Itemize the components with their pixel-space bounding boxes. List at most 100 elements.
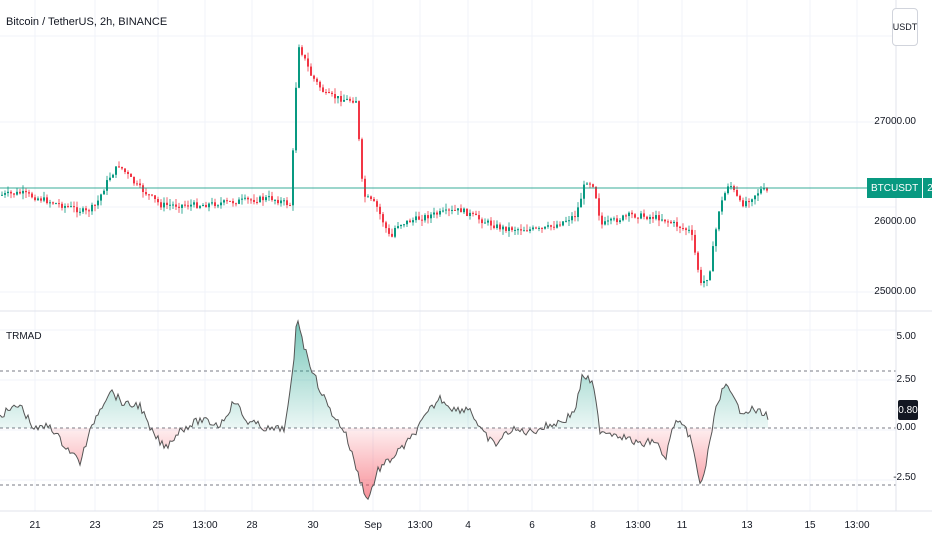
candle-body <box>658 215 660 221</box>
candle-body <box>382 214 384 223</box>
candle-body <box>754 195 756 200</box>
candle-body <box>607 220 609 222</box>
candle-body <box>37 198 39 201</box>
candle-body <box>766 188 768 191</box>
candle-body <box>580 198 582 208</box>
candle-body <box>565 220 567 222</box>
candle-body <box>757 193 759 196</box>
candle-body <box>241 198 243 200</box>
candle-body <box>508 227 510 231</box>
candle-body <box>361 139 363 179</box>
candle-body <box>568 220 570 222</box>
candle-body <box>181 204 183 208</box>
candle-body <box>352 100 354 103</box>
candle-body <box>502 226 504 230</box>
candle-body <box>175 204 177 207</box>
candle-body <box>592 184 594 187</box>
last-price-badge: BTCUSDT 26229.28 <box>867 178 932 198</box>
time-label: 6 <box>529 520 535 531</box>
candle-body <box>469 212 471 216</box>
time-label: 28 <box>246 520 258 531</box>
candle-body <box>433 212 435 215</box>
candle-body <box>493 225 495 229</box>
candle-body <box>292 150 294 206</box>
candle-body <box>319 81 321 88</box>
candle-body <box>301 47 303 55</box>
candle-body <box>598 198 600 216</box>
candle-body <box>40 198 42 201</box>
price-tick: 25000.00 <box>874 286 916 297</box>
candle-body <box>127 171 129 174</box>
candle-body <box>583 184 585 199</box>
candle-body <box>223 200 225 203</box>
candle-body <box>250 199 252 201</box>
candle-body <box>463 208 465 213</box>
candle-body <box>412 220 414 223</box>
candle-body <box>631 212 633 215</box>
candle-body <box>688 229 690 231</box>
candle-body <box>370 196 372 200</box>
time-label: 13:00 <box>625 520 651 531</box>
candle-body <box>124 168 126 172</box>
candle-body <box>313 75 315 79</box>
candle-body <box>346 98 348 100</box>
candle-body <box>538 227 540 229</box>
candle-body <box>397 226 399 228</box>
candle-body <box>340 96 342 102</box>
candle-body <box>556 224 558 228</box>
candle-body <box>637 217 639 219</box>
time-label: 13:00 <box>844 520 870 531</box>
candle-body <box>349 98 351 101</box>
candle-body <box>97 200 99 206</box>
candle-body <box>457 208 459 211</box>
candle-body <box>367 196 369 198</box>
candle-body <box>718 211 720 230</box>
candle-body <box>286 200 288 206</box>
price-tick: 27000.00 <box>874 116 916 127</box>
indicator-tick: -2.50 <box>893 472 916 483</box>
candle-body <box>298 47 300 88</box>
candle-body <box>304 54 306 59</box>
candle-body <box>145 192 147 195</box>
candle-body <box>226 200 228 202</box>
indicator-tick: 5.00 <box>896 331 916 342</box>
candle-body <box>109 177 111 181</box>
candle-body <box>187 205 189 207</box>
currency-button[interactable]: USDT <box>892 8 918 46</box>
candle-body <box>178 206 180 208</box>
candle-body <box>445 209 447 211</box>
symbol-title[interactable]: Bitcoin / TetherUS, 2h, BINANCE <box>6 16 168 28</box>
candle-body <box>751 199 753 202</box>
candle-body <box>238 199 240 204</box>
candle-body <box>550 225 552 227</box>
candle-body <box>436 212 438 215</box>
candle-body <box>103 190 105 195</box>
candle-body <box>487 220 489 223</box>
candle-body <box>649 216 651 220</box>
candle-body <box>328 92 330 94</box>
candle-body <box>46 197 48 204</box>
candle-body <box>763 188 765 190</box>
candle-body <box>205 204 207 208</box>
candle-body <box>157 199 159 203</box>
candle-body <box>679 226 681 229</box>
candle-body <box>511 227 513 231</box>
candle-body <box>409 220 411 223</box>
candle-body <box>520 229 522 231</box>
candle-body <box>214 202 216 207</box>
candle-body <box>268 196 270 198</box>
candle-body <box>208 203 210 208</box>
candle-body <box>82 208 84 212</box>
candle-body <box>619 220 621 223</box>
candle-body <box>709 271 711 281</box>
candle-body <box>748 201 750 203</box>
candle-body <box>148 194 150 196</box>
candle-body <box>142 185 144 193</box>
indicator-title[interactable]: TRMAD <box>6 331 42 342</box>
candle-body <box>256 202 258 204</box>
candle-body <box>385 222 387 229</box>
candle-body <box>481 219 483 224</box>
candle-body <box>646 216 648 220</box>
candle-body <box>721 200 723 212</box>
